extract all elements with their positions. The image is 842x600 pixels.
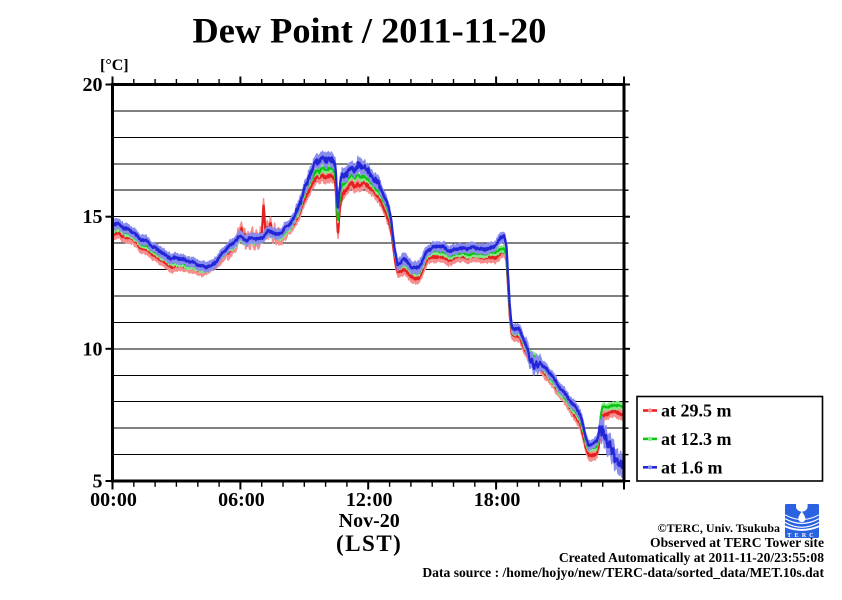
svg-text:00:00: 00:00 <box>90 489 137 511</box>
svg-text:R: R <box>802 532 807 539</box>
svg-text:06:00: 06:00 <box>218 489 265 511</box>
svg-text:Data source : /home/hojyo/new/: Data source : /home/hojyo/new/TERC-data/… <box>422 565 824 580</box>
svg-text:Nov-20: Nov-20 <box>339 510 400 532</box>
svg-text:Observed at TERC Tower site: Observed at TERC Tower site <box>650 535 824 550</box>
svg-text:[°C]: [°C] <box>100 57 129 74</box>
svg-text:15: 15 <box>83 206 103 228</box>
svg-text:10: 10 <box>83 338 103 360</box>
svg-text:C: C <box>809 532 813 539</box>
svg-text:E: E <box>795 532 799 539</box>
svg-text:T: T <box>787 532 792 539</box>
svg-text:Created Automatically at 2011-: Created Automatically at 2011-11-20/23:5… <box>559 550 824 565</box>
svg-text:(LST): (LST) <box>336 531 402 556</box>
svg-text:20: 20 <box>83 74 103 96</box>
svg-text:Dew Point / 2011-11-20: Dew Point / 2011-11-20 <box>193 11 547 51</box>
svg-text:at 29.5 m: at 29.5 m <box>661 401 732 421</box>
svg-text:at 12.3 m: at 12.3 m <box>661 429 732 449</box>
svg-text:5: 5 <box>93 471 103 493</box>
svg-text:at 1.6 m: at 1.6 m <box>661 457 723 477</box>
svg-text:12:00: 12:00 <box>346 489 393 511</box>
svg-text:©TERC, Univ. Tsukuba: ©TERC, Univ. Tsukuba <box>658 521 780 535</box>
svg-text:18:00: 18:00 <box>474 489 521 511</box>
